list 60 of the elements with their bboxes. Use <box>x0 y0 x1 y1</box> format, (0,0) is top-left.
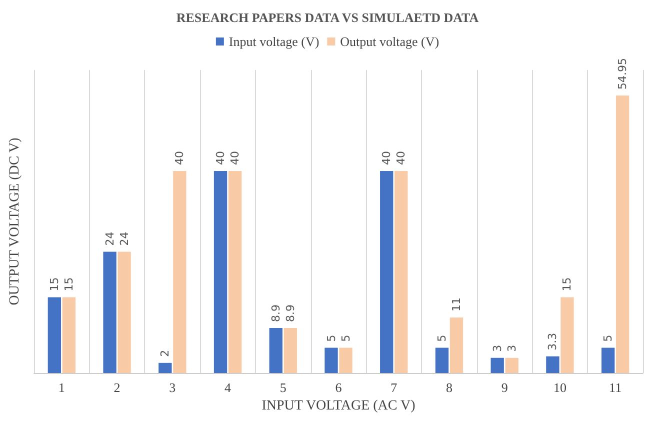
data-label: 3 <box>490 344 504 352</box>
bar <box>490 358 504 373</box>
x-tick-label: 2 <box>114 380 120 395</box>
x-tick-label: 6 <box>335 380 342 395</box>
data-label: 8.9 <box>269 304 282 322</box>
bar <box>118 252 131 373</box>
x-tick-label: 5 <box>280 380 286 395</box>
bar <box>505 358 518 373</box>
bar <box>380 171 394 373</box>
bar <box>214 171 228 373</box>
data-label: 40 <box>228 151 242 165</box>
data-label: 40 <box>394 151 408 165</box>
x-tick-label: 7 <box>390 380 398 395</box>
bar <box>173 171 186 373</box>
data-label: 5 <box>602 334 615 342</box>
data-label: 3 <box>505 344 518 352</box>
x-tick-label: 3 <box>169 380 176 395</box>
data-label: 24 <box>103 232 116 246</box>
data-label: 15 <box>560 277 574 292</box>
data-label: 2 <box>158 350 172 357</box>
bar <box>103 252 116 373</box>
data-label: 15 <box>48 277 61 292</box>
bar <box>616 96 630 373</box>
data-label: 5 <box>435 334 448 342</box>
x-tick-label: 8 <box>446 380 452 395</box>
bar <box>48 297 62 373</box>
bar <box>158 362 172 373</box>
bar <box>269 328 282 373</box>
data-label: 40 <box>380 151 394 165</box>
bar <box>560 297 574 373</box>
data-label: 54.95 <box>616 58 630 90</box>
bar <box>284 328 297 373</box>
data-label: 15 <box>62 277 76 292</box>
data-label: 40 <box>214 151 228 165</box>
data-label: 8.9 <box>284 304 297 322</box>
legend-label: Output voltage (V) <box>340 34 440 49</box>
x-tick-label: 4 <box>224 380 232 395</box>
x-axis-title: INPUT VOLTAGE (AC V) <box>262 398 416 414</box>
bar <box>394 171 408 373</box>
data-label: 24 <box>118 232 131 246</box>
x-tick-label: 11 <box>609 380 622 395</box>
data-label: 5 <box>324 334 338 342</box>
legend-label: Input voltage (V) <box>228 34 320 49</box>
bar <box>450 317 464 373</box>
chart-title: RESEARCH PAPERS DATA VS SIMULAETD DATA <box>176 10 480 25</box>
data-label: 11 <box>450 297 463 312</box>
x-tick-label: 10 <box>553 380 566 395</box>
x-tick-label: 1 <box>58 380 65 395</box>
data-label: 3.3 <box>546 332 560 350</box>
bar <box>324 348 338 373</box>
bar <box>546 356 560 373</box>
data-label: 40 <box>173 151 186 165</box>
data-label: 5 <box>339 334 352 342</box>
bar <box>435 348 449 373</box>
bar <box>339 348 352 373</box>
y-axis-title: OUTPUT VOLTAGE (DC V) <box>8 137 22 306</box>
bar <box>62 297 76 373</box>
bar <box>228 171 242 373</box>
x-tick-label: 9 <box>501 380 508 395</box>
bar <box>601 348 615 373</box>
